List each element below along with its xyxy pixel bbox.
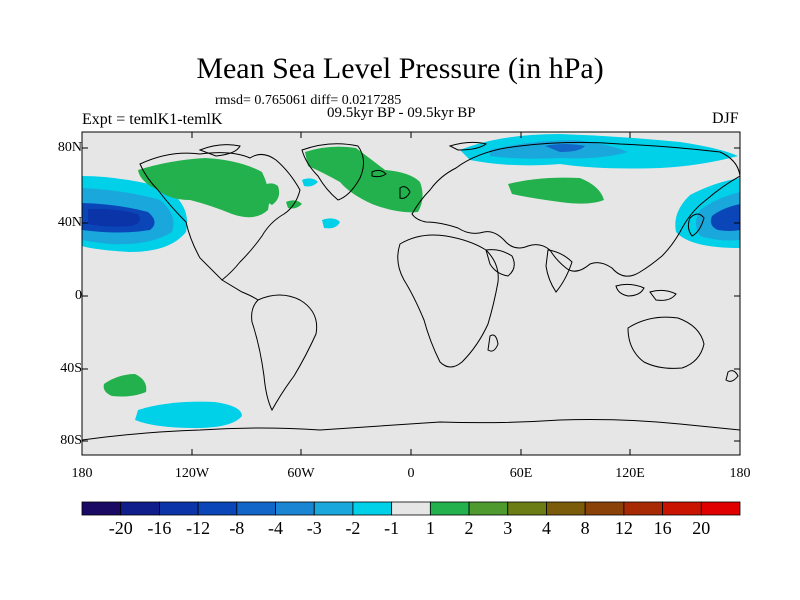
coastlines: [82, 141, 740, 441]
anomaly-north-america-2: [260, 183, 280, 205]
colorbar-swatch: [662, 501, 702, 516]
colorbar-label: -3: [306, 518, 322, 538]
colorbar-swatch: [352, 501, 393, 516]
axis-ticks: [81, 132, 741, 455]
x-tick-label: 60W: [287, 466, 315, 481]
colorbar-swatch: [429, 501, 470, 516]
stats-label: rmsd= 0.765061 diff= 0.0217285: [215, 93, 402, 108]
y-tick-label: 0: [75, 288, 82, 303]
colorbar-label: -20: [108, 518, 133, 538]
x-tick-label: 180: [729, 466, 751, 481]
x-tick-label: 120E: [615, 466, 645, 481]
season-label: DJF: [712, 110, 739, 127]
colorbar-label: -1: [384, 518, 400, 538]
anomaly-north-america: [138, 158, 270, 218]
x-tick-label: 120W: [174, 466, 210, 481]
colorbar-swatch: [313, 501, 354, 516]
colorbar-label: 3: [503, 518, 513, 538]
anomaly-atlantic-patch-2: [322, 218, 340, 229]
anomaly-arctic-eurasia-core: [545, 144, 585, 152]
colorbar-label: 1: [425, 518, 435, 538]
colorbar-swatch: [623, 501, 663, 516]
x-tick-label: 60E: [509, 466, 533, 481]
y-tick-label: 80N: [57, 140, 82, 155]
colorbar-label: 8: [580, 518, 590, 538]
colorbar-label: -16: [147, 518, 172, 538]
colorbar-label: 16: [653, 518, 672, 538]
y-tick-label: 80S: [60, 433, 82, 448]
anomaly-north-pacific-east-core: [710, 204, 740, 231]
colorbar-swatch: [275, 501, 315, 516]
colorbar-label: 2: [464, 518, 474, 538]
anomaly-fields: [82, 134, 740, 441]
colorbar-swatch: [391, 501, 431, 516]
anomaly-south-pacific: [103, 374, 147, 397]
period-label: 09.5kyr BP - 09.5kyr BP: [327, 105, 476, 121]
colorbar-label: -8: [229, 518, 245, 538]
colorbar: [81, 501, 741, 516]
colorbar-label: -12: [186, 518, 211, 538]
colorbar-label: 20: [692, 518, 711, 538]
anomaly-atlantic-patch-1: [302, 178, 318, 187]
map-title: Mean Sea Level Pressure (in hPa): [196, 52, 604, 85]
anomaly-greenland-atlantic: [305, 146, 423, 213]
colorbar-label: -2: [345, 518, 361, 538]
experiment-label: Expt = temlK1-temlK: [82, 111, 223, 128]
colorbar-swatch: [546, 501, 586, 516]
colorbar-label: 4: [541, 518, 551, 538]
y-tick-label: 40S: [60, 361, 82, 376]
colorbar-swatch: [468, 501, 509, 516]
colorbar-swatch: [700, 501, 741, 516]
colorbar-swatch: [197, 501, 238, 516]
colorbar-label: 12: [614, 518, 633, 538]
colorbar-label: -4: [268, 518, 284, 538]
colorbar-swatch: [81, 501, 122, 516]
anomaly-central-asia: [508, 177, 604, 204]
colorbar-swatch: [120, 501, 160, 516]
y-tick-label: 40N: [57, 215, 82, 230]
colorbar-swatch: [584, 501, 625, 516]
colorbar-swatch: [507, 501, 547, 516]
anomaly-north-pacific-west-inner: [88, 208, 140, 227]
x-tick-label: 0: [407, 466, 415, 481]
x-tick-label: 180: [71, 466, 93, 481]
colorbar-swatch: [159, 501, 199, 516]
colorbar-swatch: [236, 501, 276, 516]
anomaly-southern-ocean: [135, 401, 242, 428]
